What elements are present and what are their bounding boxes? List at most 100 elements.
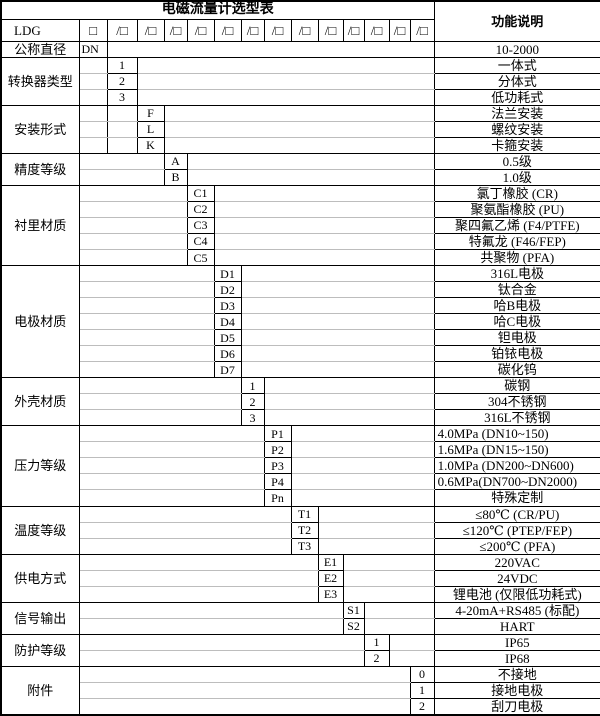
filler-cell [137, 313, 164, 331]
code-cell: C1 [186, 184, 215, 202]
filler-cell [214, 425, 241, 443]
filler-cell [214, 73, 241, 90]
filler-cell [137, 249, 164, 267]
code-cell: D7 [213, 361, 242, 379]
description-cell: 304不锈钢 [433, 393, 600, 411]
filler-cell [137, 201, 164, 218]
filler-cell [241, 104, 264, 122]
filler-cell [241, 538, 264, 555]
filler-cell [107, 393, 137, 411]
filler-cell [410, 409, 435, 427]
filler-cell [389, 201, 410, 218]
filler-cell [318, 665, 343, 683]
filler-cell [343, 377, 364, 395]
filler-cell [291, 313, 318, 331]
filler-cell [137, 152, 164, 170]
filler-cell [318, 121, 343, 138]
filler-cell [187, 698, 214, 716]
filler-cell [264, 393, 291, 411]
filler-cell [214, 441, 241, 459]
filler-cell [79, 233, 107, 251]
filler-cell [107, 217, 137, 234]
filler-cell [410, 393, 435, 411]
filler-cell [389, 538, 410, 555]
filler-cell [318, 184, 343, 202]
description-cell: 钽电极 [433, 329, 600, 347]
model-slot-cell: /□ [106, 18, 138, 42]
table-row: D3 哈B电极 [1, 297, 600, 315]
description-cell: 分体式 [433, 73, 600, 90]
filler-cell [79, 441, 107, 459]
filler-cell [291, 665, 318, 683]
filler-cell [187, 538, 214, 555]
filler-cell [364, 281, 389, 299]
table-row: P2 1.6MPa (DN15~150) [1, 441, 600, 459]
filler-cell [343, 505, 364, 523]
filler-cell [164, 313, 187, 331]
filler-cell [164, 586, 187, 603]
filler-cell [164, 650, 187, 667]
filler-cell [187, 682, 214, 699]
filler-cell [291, 618, 318, 635]
filler-cell [164, 393, 187, 411]
code-cell: Pn [263, 489, 292, 507]
filler-cell [343, 345, 364, 363]
filler-cell [291, 137, 318, 154]
filler-cell [107, 104, 137, 122]
filler-cell [137, 361, 164, 379]
filler-cell [291, 361, 318, 379]
filler-cell [343, 650, 364, 667]
filler-cell [164, 329, 187, 347]
filler-cell [214, 104, 241, 122]
filler-cell [164, 56, 187, 74]
filler-cell [410, 56, 435, 74]
code-cell: P4 [263, 473, 292, 491]
filler-cell [291, 377, 318, 395]
description-cell: 低功耗式 [433, 89, 600, 106]
table-row: C2 聚氨酯橡胶 (PU) [1, 200, 600, 218]
filler-cell [241, 473, 264, 491]
filler-cell [214, 249, 241, 267]
table-row: 信号输出 S1 4-20mA+RS485 (标配) [1, 601, 600, 635]
table-row: D6 铂铱电极 [1, 345, 600, 363]
description-cell: 卡箍安装 [433, 137, 600, 154]
filler-cell [343, 441, 364, 459]
filler-cell [164, 698, 187, 716]
filler-cell [410, 152, 435, 170]
filler-cell [79, 217, 107, 234]
filler-cell [343, 313, 364, 331]
filler-cell [264, 137, 291, 154]
filler-cell [79, 538, 107, 555]
description-cell: 氯丁橡胶 (CR) [433, 184, 600, 202]
filler-cell [343, 233, 364, 251]
filler-cell [410, 89, 435, 106]
model-slot-cell: /□ [136, 18, 165, 42]
filler-cell [364, 169, 389, 186]
filler-cell [214, 457, 241, 475]
filler-cell [264, 121, 291, 138]
code-cell: E2 [317, 569, 344, 587]
code-cell: 2 [106, 72, 138, 90]
filler-cell [164, 409, 187, 427]
table-row: P4 0.6MPa(DN700~DN2000) [1, 473, 600, 491]
filler-cell [364, 233, 389, 251]
filler-cell [343, 201, 364, 218]
filler-cell [410, 553, 435, 571]
category-label: 外壳材质 [1, 377, 80, 427]
filler-cell [187, 104, 214, 122]
filler-cell [318, 281, 343, 299]
filler-cell [410, 570, 435, 587]
filler-cell [164, 89, 187, 106]
description-cell: 1.6MPa (DN15~150) [433, 441, 600, 459]
filler-cell [241, 265, 264, 283]
filler-cell [343, 457, 364, 475]
table-row: 防护等级 1 IP65 [1, 633, 600, 667]
filler-cell [187, 281, 214, 299]
filler-cell [318, 441, 343, 459]
filler-cell [364, 489, 389, 507]
filler-cell [410, 473, 435, 491]
category-label: 安装形式 [1, 104, 80, 154]
filler-cell [291, 473, 318, 491]
filler-cell [137, 538, 164, 555]
category-label: 精度等级 [1, 152, 80, 186]
